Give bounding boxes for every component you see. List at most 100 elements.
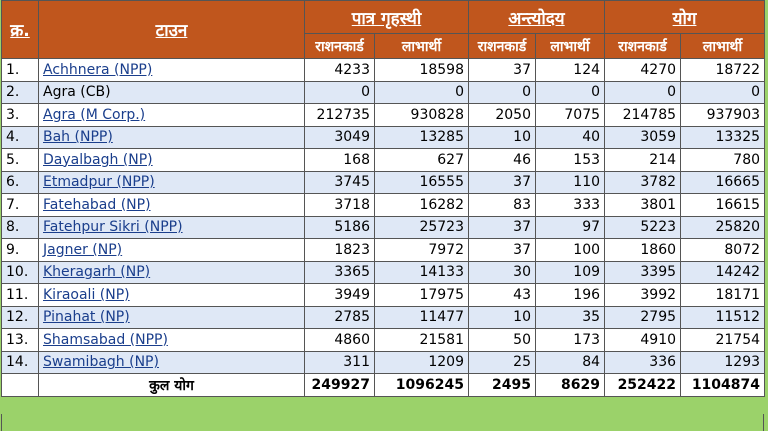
row-total-ration-card: 3395 [604,260,682,284]
town-link[interactable]: Swamibagh (NP) [43,354,159,371]
row-antyodaya-ration-card: 30 [468,260,536,284]
row-total-beneficiary: 16615 [680,193,766,217]
town-link[interactable]: Shamsabad (NPP) [43,331,168,348]
row-antyodaya-beneficiary: 196 [534,283,606,307]
table-row: 4. Bah (NPP) 3049 13285 10 40 3059 13325 [1,125,766,149]
town-link[interactable]: Bah (NPP) [43,129,113,146]
town-link[interactable]: Fatehabad (NP) [43,196,151,213]
table-row: 2. Agra (CB) 0 0 0 0 0 0 [1,80,766,104]
header-beneficiary: लाभार्थी [534,33,606,59]
row-serial: 5. [1,148,39,172]
row-antyodaya-ration-card: 37 [468,58,536,82]
table-row: 1. Achhnera (NPP) 4233 18598 37 124 4270 18722 [1,58,766,82]
row-antyodaya-beneficiary: 84 [534,350,606,374]
row-serial: 6. [1,170,39,194]
row-pg-beneficiary: 18598 [374,58,469,82]
row-total-ration-card: 3059 [604,125,682,149]
table-row: 10. Kheragarh (NP) 3365 14133 30 109 3395 14242 [1,260,766,284]
row-total-ration-card: 4270 [604,58,682,82]
header-ration-card: राशनकार्ड [468,33,536,59]
row-total-ration-card: 3782 [604,170,682,194]
row-total-beneficiary: 780 [680,148,766,172]
row-antyodaya-ration-card: 43 [468,283,536,307]
table-row: 3. Agra (M Corp.) 212735 930828 2050 7075 2147… [1,103,766,127]
row-pg-beneficiary: 16555 [374,170,469,194]
row-town-cell: Fatehabad (NP) [38,193,305,217]
row-antyodaya-ration-card: 37 [468,215,536,239]
row-antyodaya-ration-card: 37 [468,170,536,194]
row-antyodaya-beneficiary: 97 [534,215,606,239]
row-town-cell: Pinahat (NP) [38,305,305,329]
row-antyodaya-beneficiary: 124 [534,58,606,82]
town-link[interactable]: Dayalbagh (NP) [43,151,153,168]
row-pg-ration-card: 5186 [304,215,375,239]
row-total-beneficiary: 16665 [680,170,766,194]
row-antyodaya-ration-card: 50 [468,328,536,352]
table-footer: कुल योग 249927 1096245 2495 8629 252422 … [1,373,766,397]
grand-total-beneficiary: 1104874 [680,373,766,397]
row-antyodaya-beneficiary: 110 [534,170,606,194]
town-link[interactable]: Pinahat (NP) [43,309,130,326]
row-pg-beneficiary: 17975 [374,283,469,307]
row-town-cell: Kiraoali (NP) [38,283,305,307]
row-pg-ration-card: 3049 [304,125,375,149]
row-pg-ration-card: 168 [304,148,375,172]
row-town-cell: Jagner (NP) [38,238,305,262]
totals-row: कुल योग 249927 1096245 2495 8629 252422 … [1,373,766,397]
town-link[interactable]: Agra (M Corp.) [43,106,146,123]
town-link[interactable]: Fatehpur Sikri (NPP) [43,219,183,236]
table-row: 14. Swamibagh (NP) 311 1209 25 84 336 1293 [1,350,766,374]
row-antyodaya-beneficiary: 333 [534,193,606,217]
table-row: 5. Dayalbagh (NP) 168 627 46 153 214 780 [1,148,766,172]
town-link[interactable]: Etmadpur (NPP) [43,174,155,191]
row-total-beneficiary: 18171 [680,283,766,307]
row-serial: 2. [1,80,39,104]
row-total-beneficiary: 1293 [680,350,766,374]
row-town-cell: Fatehpur Sikri (NPP) [38,215,305,239]
row-serial: 10. [1,260,39,284]
town-name: Agra (CB) [43,84,111,101]
row-antyodaya-ration-card: 37 [468,238,536,262]
row-serial: 7. [1,193,39,217]
total-antyodaya-beneficiary: 8629 [534,373,606,397]
row-total-ration-card: 1860 [604,238,682,262]
row-total-beneficiary: 11512 [680,305,766,329]
row-total-ration-card: 0 [604,80,682,104]
table-row: 8. Fatehpur Sikri (NPP) 5186 25723 37 97 5223 2… [1,215,766,239]
totals-empty-cell [1,373,39,397]
header-group-total: योग [604,0,766,34]
row-pg-beneficiary: 11477 [374,305,469,329]
row-antyodaya-beneficiary: 173 [534,328,606,352]
town-link[interactable]: Kiraoali (NP) [43,286,130,303]
row-total-ration-card: 5223 [604,215,682,239]
row-pg-ration-card: 311 [304,350,375,374]
row-total-beneficiary: 25820 [680,215,766,239]
row-antyodaya-ration-card: 0 [468,80,536,104]
header-ration-card: राशनकार्ड [604,33,682,59]
town-link[interactable]: Achhnera (NPP) [43,61,153,78]
row-serial: 9. [1,238,39,262]
table-header: क्र. टाउन पात्र गृहस्थी अन्त्योदय योग रा… [1,0,766,59]
row-total-ration-card: 4910 [604,328,682,352]
row-total-beneficiary: 13325 [680,125,766,149]
row-pg-beneficiary: 0 [374,80,469,104]
row-pg-beneficiary: 7972 [374,238,469,262]
row-serial: 14. [1,350,39,374]
total-pg-ration-card: 249927 [304,373,375,397]
town-link[interactable]: Jagner (NP) [43,241,123,258]
row-antyodaya-ration-card: 83 [468,193,536,217]
footer-band [1,414,764,431]
row-pg-beneficiary: 13285 [374,125,469,149]
row-pg-beneficiary: 14133 [374,260,469,284]
row-total-ration-card: 3992 [604,283,682,307]
row-pg-ration-card: 3718 [304,193,375,217]
header-beneficiary: लाभार्थी [680,33,766,59]
town-link[interactable]: Kheragarh (NP) [43,264,151,281]
row-antyodaya-ration-card: 46 [468,148,536,172]
table-row: 9. Jagner (NP) 1823 7972 37 100 1860 8072 [1,238,766,262]
table-row: 6. Etmadpur (NPP) 3745 16555 37 110 3782 16665 [1,170,766,194]
row-serial: 11. [1,283,39,307]
row-pg-ration-card: 3949 [304,283,375,307]
row-pg-beneficiary: 1209 [374,350,469,374]
